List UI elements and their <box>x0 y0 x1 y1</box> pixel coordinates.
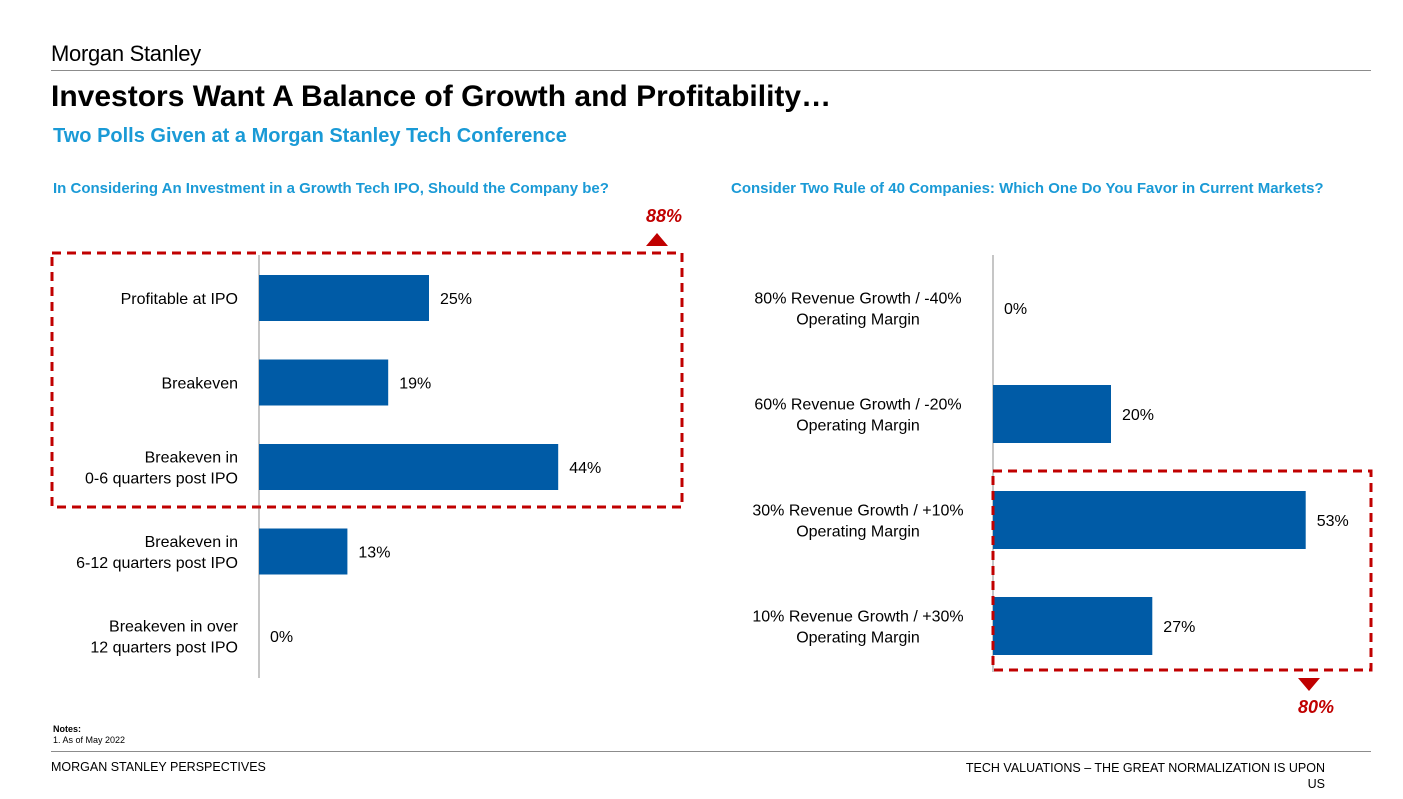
chart-1-category-label-1: Profitable at IPO <box>121 291 238 308</box>
chart-2-category-label-3: Operating Margin <box>796 524 920 541</box>
chart-1-category-label-5: 12 quarters post IPO <box>90 640 238 657</box>
chart-2-category-label-2: 60% Revenue Growth / -20% <box>754 397 961 414</box>
chart-1-highlight-total: 88% <box>646 206 682 226</box>
chart-2-highlight-box <box>991 469 1373 672</box>
chart-1-highlight-box <box>50 251 684 509</box>
chart-1-value-label-3: 44% <box>569 460 601 477</box>
notes-title: Notes: <box>53 724 82 734</box>
chart-2-value-label-4: 27% <box>1163 619 1195 636</box>
chart-1-value-label-5: 0% <box>270 629 293 646</box>
chart-1-value-label-2: 19% <box>399 376 431 393</box>
chart-1-bar-3 <box>259 444 559 490</box>
chart-2-category-label-4: 10% Revenue Growth / +30% <box>752 609 963 626</box>
page-subtitle: Two Polls Given at a Morgan Stanley Tech… <box>53 125 567 147</box>
chart-2-category-label-4: Operating Margin <box>796 630 920 647</box>
chart-1-category-label-4: Breakeven in <box>145 534 238 551</box>
morgan-stanley-logo: Morgan Stanley <box>51 41 201 66</box>
chart-2-bar-3 <box>993 491 1306 549</box>
chart-1-category-label-5: Breakeven in over <box>109 619 239 636</box>
chart-1-value-label-1: 25% <box>440 291 472 308</box>
chart-1-bar-4 <box>259 528 348 575</box>
chart-2-bar-2 <box>993 385 1111 443</box>
chart-2-category-label-1: Operating Margin <box>796 312 920 329</box>
chart-2-value-label-2: 20% <box>1122 407 1154 424</box>
header-divider <box>51 70 1371 71</box>
chart-2-category-label-2: Operating Margin <box>796 418 920 435</box>
footer-divider <box>51 751 1371 752</box>
chart-1-title: In Considering An Investment in a Growth… <box>53 180 609 197</box>
chart-2-category-label-3: 30% Revenue Growth / +10% <box>752 503 963 520</box>
page-title: Investors Want A Balance of Growth and P… <box>51 80 832 113</box>
chart-2-bar-4 <box>993 597 1153 655</box>
chart-2-value-label-1: 0% <box>1004 301 1027 318</box>
chart-1-category-label-3: Breakeven in <box>145 450 238 467</box>
chart-1-bar-2 <box>259 359 389 406</box>
chart-2-category-label-1: 80% Revenue Growth / -40% <box>754 291 961 308</box>
chart-2-value-label-3: 53% <box>1317 513 1349 530</box>
chart-1-value-label-4: 13% <box>358 545 390 562</box>
chart-1-category-label-3: 0-6 quarters post IPO <box>85 471 238 488</box>
up-triangle-icon <box>646 233 668 246</box>
down-triangle-icon <box>1298 678 1320 691</box>
chart-2-title: Consider Two Rule of 40 Companies: Which… <box>731 180 1324 197</box>
chart-1-category-label-4: 6-12 quarters post IPO <box>76 555 238 572</box>
chart-2-highlight-total: 80% <box>1298 697 1334 717</box>
footer-left-text: MORGAN STANLEY PERSPECTIVES <box>51 760 266 774</box>
chart-1-bar-1 <box>259 275 429 321</box>
footer-right-text: TECH VALUATIONS – THE GREAT NORMALIZATIO… <box>965 761 1325 791</box>
notes-item: 1. As of May 2022 <box>53 735 126 745</box>
chart-1-category-label-2: Breakeven <box>162 376 239 393</box>
